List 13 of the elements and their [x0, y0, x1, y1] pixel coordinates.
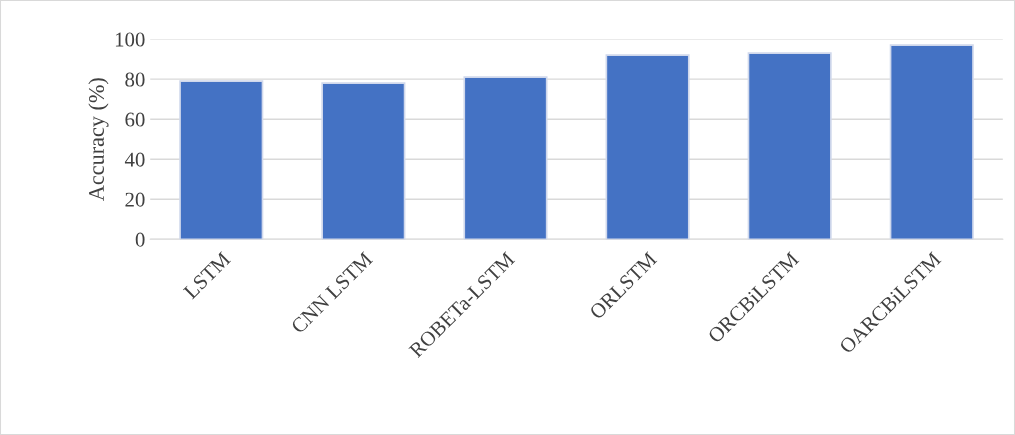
y-axis-title: Accuracy (%): [88, 78, 109, 201]
bar: [179, 80, 264, 240]
y-tick-label: 40: [124, 152, 145, 167]
y-tick-label: 80: [125, 72, 145, 87]
bar: [463, 76, 548, 240]
y-tick-label: 60: [125, 112, 145, 127]
bar: [889, 44, 974, 240]
y-tick-label: 20: [125, 192, 145, 207]
bar: [747, 52, 832, 240]
bar: [321, 82, 406, 240]
y-tick-label: 100: [115, 32, 145, 47]
y-tick-label: 0: [135, 232, 145, 247]
bar: [605, 54, 690, 240]
